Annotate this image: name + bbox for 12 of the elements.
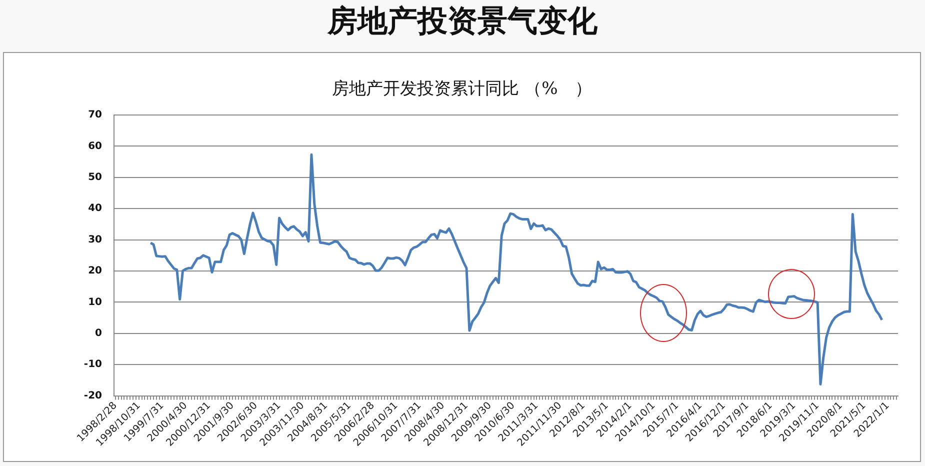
- y-tick-label: 20: [88, 266, 102, 277]
- chart-title: 房地产投资景气变化: [326, 3, 598, 41]
- chart-subtitle: 房地产开发投资累计同比 （% ）: [331, 78, 593, 100]
- y-tick-label: 0: [95, 328, 102, 339]
- y-tick-label: 70: [88, 110, 102, 121]
- y-tick-label: -20: [84, 390, 102, 402]
- y-tick-label: -10: [84, 359, 102, 370]
- y-tick-label: 10: [88, 296, 102, 308]
- y-tick-label: 40: [88, 203, 102, 214]
- y-tick-label: 60: [88, 140, 102, 152]
- y-tick-label: 30: [88, 234, 102, 246]
- y-tick-label: 50: [88, 172, 102, 183]
